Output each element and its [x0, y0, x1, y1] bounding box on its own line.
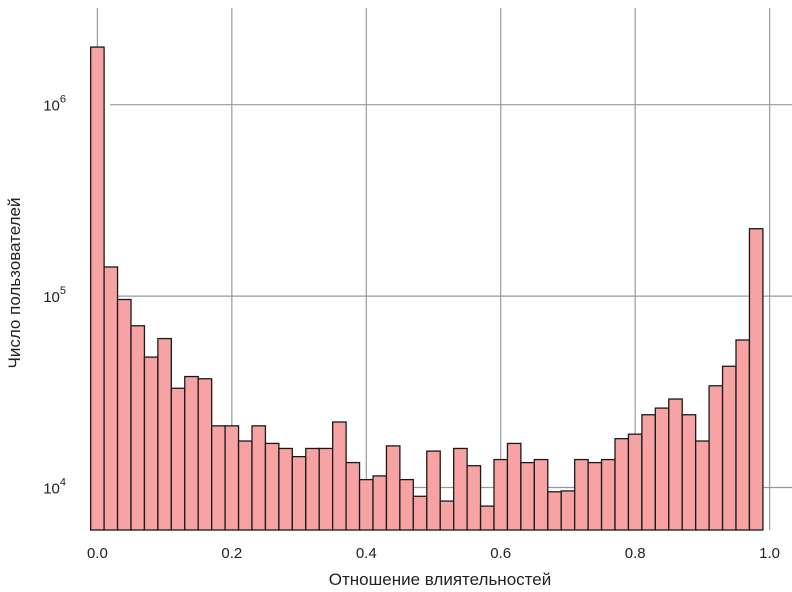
histogram-bar: [237, 440, 253, 531]
histogram-bar: [668, 398, 683, 531]
histogram-bar: [278, 447, 293, 531]
histogram-bar: [533, 458, 549, 531]
histogram-bar: [358, 478, 374, 531]
histogram-bar: [708, 385, 724, 531]
histogram-bar: [547, 491, 562, 531]
histogram-bar: [372, 475, 388, 531]
histogram-bar: [184, 375, 199, 531]
histogram-bar: [641, 414, 656, 531]
y-tick-labels: 104 105 106: [43, 94, 66, 498]
histogram-bar: [520, 461, 535, 531]
histogram-bar: [318, 447, 334, 531]
histogram-bar: [614, 438, 630, 531]
histogram-bar: [224, 425, 240, 531]
y-tick-label: 105: [43, 285, 66, 306]
y-tick-label: 106: [43, 94, 66, 115]
x-tick-label: 0.0: [87, 545, 108, 562]
histogram-bar: [654, 407, 670, 531]
histogram-bar: [251, 425, 267, 531]
histogram-bar: [399, 478, 414, 531]
histogram-bar: [748, 228, 764, 531]
histogram-bar: [439, 500, 455, 531]
y-tick-label: 104: [43, 477, 66, 498]
histogram-bar: [587, 461, 603, 531]
histogram-bar: [143, 356, 159, 531]
bars-layer: [90, 46, 764, 531]
histogram-bar: [412, 495, 428, 531]
histogram-bar: [721, 365, 737, 531]
histogram-bar: [103, 266, 119, 531]
histogram-bar: [681, 414, 697, 531]
histogram-bar: [130, 325, 146, 531]
x-tick-label: 0.4: [356, 545, 377, 562]
histogram-bar: [291, 455, 307, 531]
histogram-bar: [197, 378, 213, 531]
histogram-bar: [116, 298, 132, 531]
histogram-bar: [453, 447, 468, 531]
histogram-bar: [170, 387, 186, 531]
histogram-bar: [506, 442, 522, 531]
histogram-bar: [264, 442, 280, 531]
histogram-bar: [90, 46, 105, 531]
histogram-bar: [560, 490, 576, 531]
histogram-bar: [305, 447, 320, 531]
histogram-bar: [332, 421, 347, 531]
histogram-bar: [479, 505, 495, 531]
histogram-bar: [627, 433, 643, 531]
x-tick-label: 0.6: [490, 545, 511, 562]
histogram-bar: [695, 440, 710, 531]
histogram-bar: [385, 445, 401, 531]
histogram-bar: [574, 458, 589, 531]
histogram-bar: [735, 339, 751, 531]
y-axis-label: Число пользователей: [5, 197, 24, 368]
histogram-bar: [345, 461, 361, 531]
x-tick-labels: 0.0 0.2 0.4 0.6 0.8 1.0: [87, 545, 780, 562]
x-tick-label: 0.8: [625, 545, 646, 562]
histogram-bar: [600, 458, 616, 531]
x-tick-label: 0.2: [221, 545, 242, 562]
histogram-bar: [211, 425, 226, 531]
x-tick-label: 1.0: [759, 545, 780, 562]
histogram-bar: [157, 337, 172, 531]
histogram-bar: [426, 450, 441, 531]
x-axis-label: Отношение влиятельностей: [329, 570, 551, 589]
histogram-bar: [466, 465, 482, 531]
histogram-bar: [493, 458, 509, 531]
